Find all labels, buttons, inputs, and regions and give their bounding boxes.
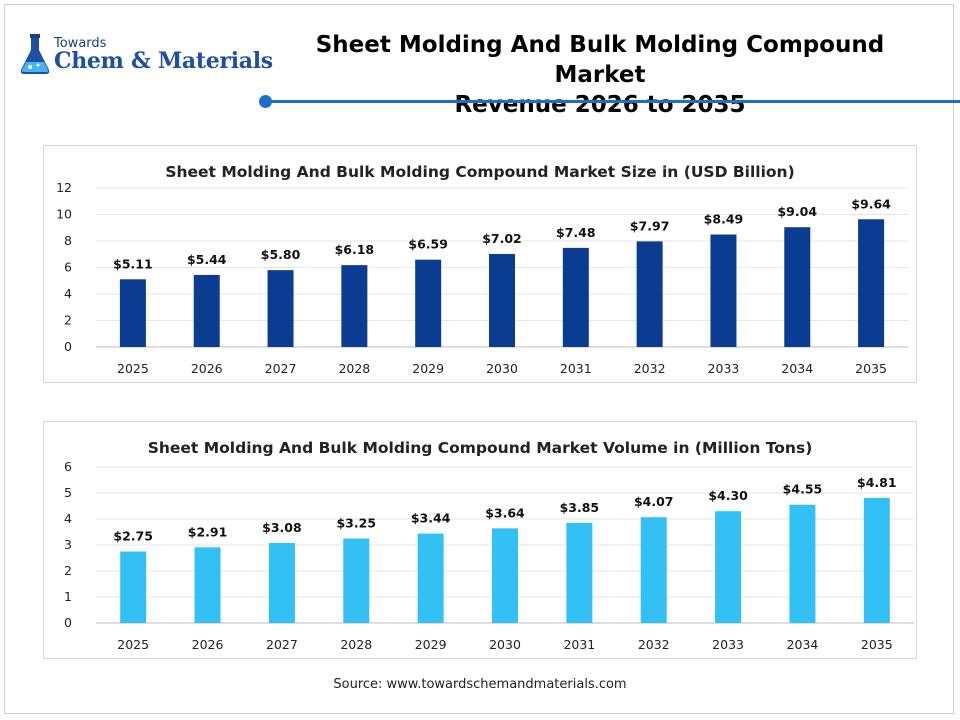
bar (858, 219, 885, 347)
bar (417, 533, 444, 623)
x-tick-label: 2027 (266, 637, 298, 652)
x-tick-label: 2035 (861, 637, 893, 652)
flask-icon (20, 34, 50, 74)
data-label: $3.44 (411, 511, 451, 526)
data-label: $3.08 (262, 520, 302, 535)
y-tick-label: 5 (64, 485, 72, 500)
y-tick-label: 3 (64, 537, 72, 552)
x-tick-label: 2034 (787, 637, 819, 652)
y-tick-label: 6 (64, 459, 72, 474)
x-tick-label: 2031 (563, 637, 595, 652)
bar (784, 227, 811, 347)
bar (492, 528, 518, 623)
chart-title: Sheet Molding And Bulk Molding Compound … (165, 163, 794, 181)
x-tick-label: 2030 (489, 637, 521, 652)
data-label: $3.25 (336, 516, 376, 531)
logo-text-big: Chem & Materials (54, 48, 273, 74)
data-label: $5.44 (187, 252, 227, 267)
source-note: Source: www.towardschemandmaterials.com (333, 677, 627, 692)
bar (715, 511, 742, 623)
data-label: $2.91 (188, 524, 228, 539)
y-tick-label: 0 (64, 615, 72, 630)
data-label: $3.85 (560, 500, 600, 515)
x-tick-label: 2034 (781, 361, 813, 376)
data-label: $5.80 (261, 247, 301, 262)
bar (267, 270, 294, 347)
chart-svg: Sheet Molding And Bulk Molding Compound … (64, 439, 914, 652)
data-label: $8.49 (704, 212, 744, 227)
data-label: $7.48 (556, 225, 596, 240)
data-label: $9.04 (777, 204, 817, 219)
data-label: $4.07 (634, 494, 674, 509)
x-tick-label: 2032 (634, 361, 666, 376)
page-title: Sheet Molding And Bulk Molding Compound … (270, 30, 930, 120)
chart-title: Sheet Molding And Bulk Molding Compound … (148, 439, 813, 457)
x-tick-label: 2029 (412, 361, 444, 376)
bar (119, 279, 146, 347)
y-tick-label: 2 (64, 563, 72, 578)
bar (710, 234, 737, 347)
data-label: $6.18 (335, 242, 375, 257)
data-label: $7.02 (482, 231, 522, 246)
brand-logo: Towards Chem & Materials (18, 30, 273, 80)
logo-text-small: Towards (54, 36, 107, 51)
bar (193, 274, 220, 347)
page-frame (4, 4, 954, 714)
revenue-chart-panel: Sheet Molding And Bulk Molding Compound … (43, 145, 917, 383)
page-title-line-1: Sheet Molding And Bulk Molding Compound … (315, 32, 885, 88)
y-tick-label: 6 (64, 260, 72, 275)
bar (268, 542, 295, 623)
y-tick-label: 1 (64, 589, 72, 604)
bar (789, 504, 816, 623)
title-rule (268, 100, 960, 103)
chart-svg: Sheet Molding And Bulk Molding Compound … (56, 163, 908, 376)
data-label: $4.30 (708, 488, 748, 503)
data-label: $7.97 (630, 218, 670, 233)
volume-chart-panel: Sheet Molding And Bulk Molding Compound … (43, 421, 917, 659)
y-tick-label: 4 (64, 511, 72, 526)
y-tick-label: 10 (56, 207, 72, 222)
bar (636, 241, 663, 347)
x-tick-label: 2025 (117, 361, 149, 376)
x-tick-label: 2031 (560, 361, 592, 376)
data-label: $4.55 (783, 482, 823, 497)
x-tick-label: 2028 (338, 361, 370, 376)
x-tick-label: 2029 (415, 637, 447, 652)
bar (120, 551, 147, 623)
x-tick-label: 2026 (191, 361, 223, 376)
x-tick-label: 2028 (340, 637, 372, 652)
x-tick-label: 2027 (265, 361, 297, 376)
page-title-line-2: Revenue 2026 to 2035 (454, 92, 746, 118)
x-tick-label: 2025 (117, 637, 149, 652)
bar (341, 265, 368, 347)
bar (489, 253, 515, 347)
bar (640, 517, 667, 623)
x-tick-label: 2033 (712, 637, 744, 652)
data-label: $6.59 (408, 237, 448, 252)
y-tick-label: 2 (64, 313, 72, 328)
bar (415, 259, 442, 347)
x-tick-label: 2030 (486, 361, 518, 376)
y-tick-label: 0 (64, 339, 72, 354)
data-label: $3.64 (485, 505, 525, 520)
data-label: $9.64 (851, 196, 891, 211)
y-tick-label: 4 (64, 286, 72, 301)
data-label: $4.81 (857, 475, 897, 490)
x-tick-label: 2033 (708, 361, 740, 376)
x-tick-label: 2032 (638, 637, 670, 652)
x-tick-label: 2026 (192, 637, 224, 652)
bar (863, 497, 890, 623)
x-tick-label: 2035 (855, 361, 887, 376)
bar (566, 522, 593, 623)
bar (562, 247, 589, 347)
y-tick-label: 12 (56, 180, 72, 195)
y-tick-label: 8 (64, 233, 72, 248)
bar (343, 538, 370, 623)
data-label: $5.11 (113, 256, 153, 271)
bar (194, 547, 221, 623)
title-rule-dot (259, 95, 272, 108)
data-label: $2.75 (113, 529, 153, 544)
